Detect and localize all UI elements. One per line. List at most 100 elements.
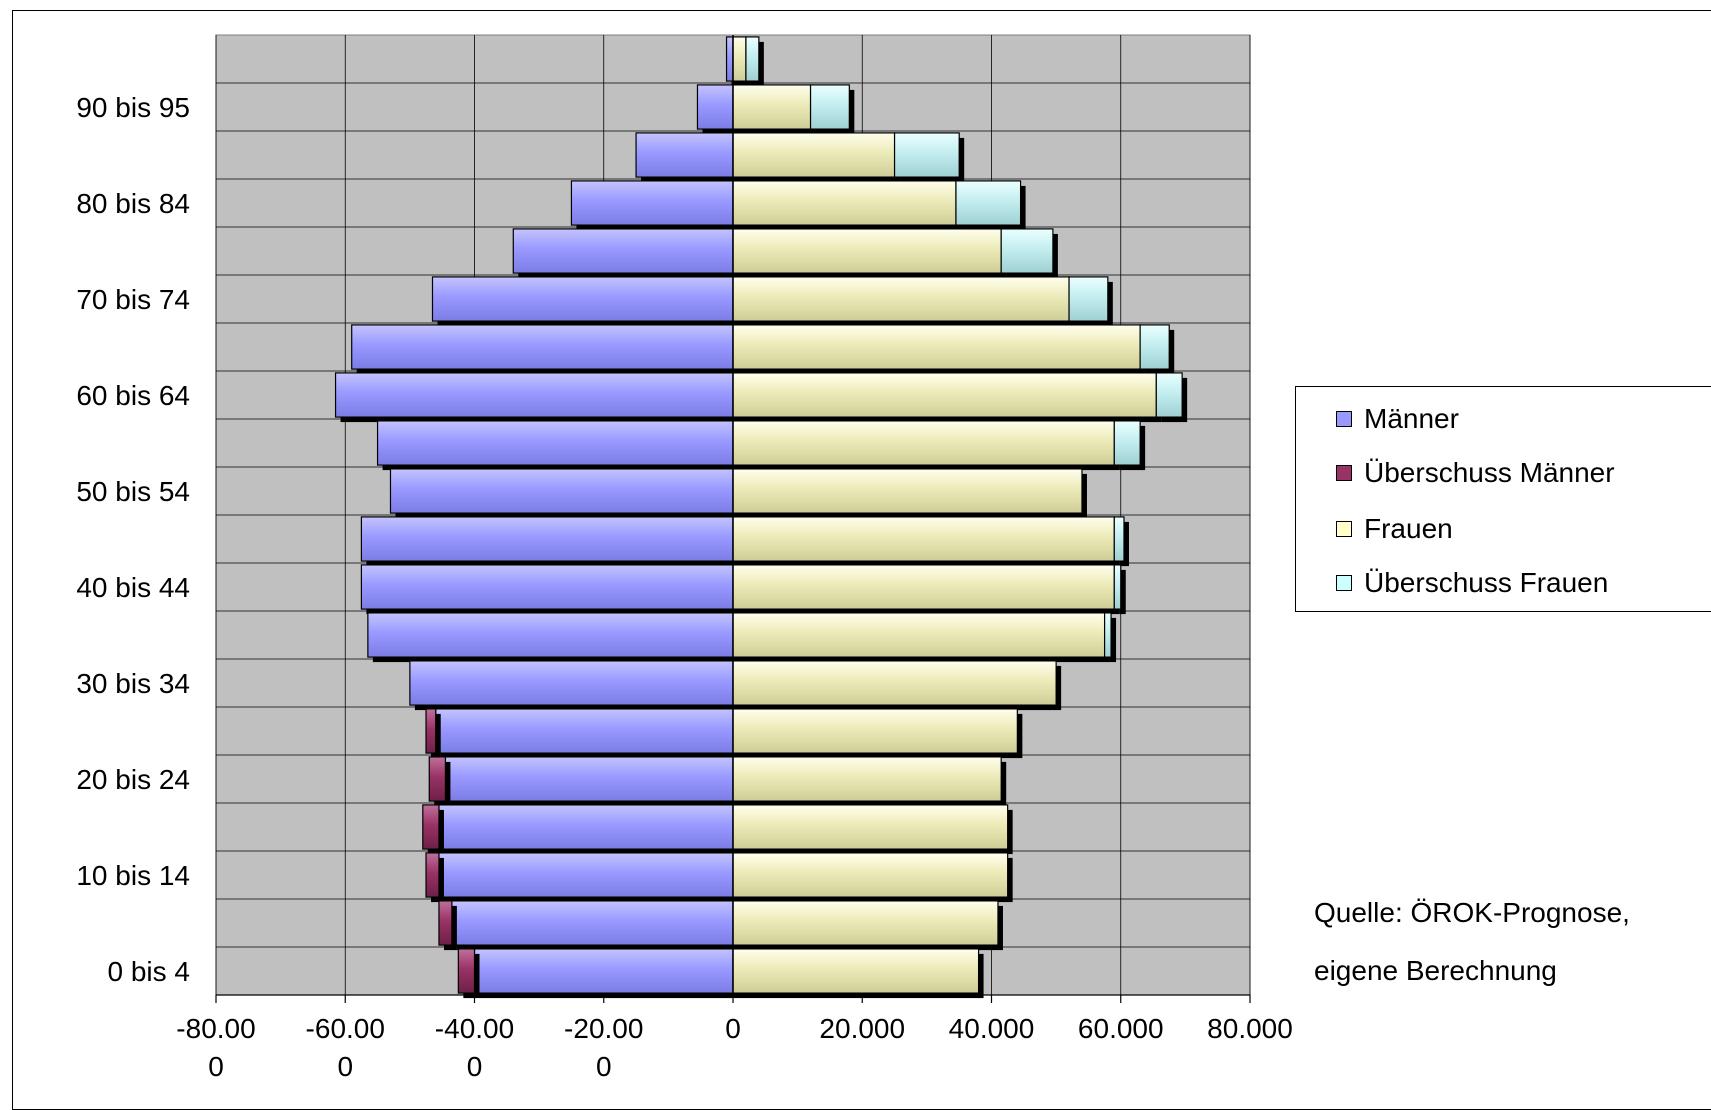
bar-maenner-25-bis-29	[435, 708, 734, 754]
bar-frauen-20-bis-24	[732, 756, 1002, 802]
y-tick-label: 50 bis 54	[76, 476, 190, 507]
bar-frauen-35-bis-39	[732, 612, 1106, 658]
x-tick-label: 0	[208, 1051, 224, 1082]
plot-area: -80.00 0 -60.00 0 -40.00 0 -20.00 0 0 20.000 40.00…	[76, 34, 1293, 1082]
bar-ueberschuss-frauen-70-bis-74	[1068, 276, 1109, 322]
bar-frauen-10-bis-14	[732, 852, 1009, 898]
bar-shadow	[1109, 617, 1117, 663]
bar-ueberschuss-frauen-65-bis-69	[1139, 324, 1170, 370]
bar-ueberschuss-maenner-5-bis-9	[438, 900, 453, 946]
x-tick-label: -20.00	[564, 1013, 643, 1044]
bar-frauen-45-bis-49	[732, 516, 1115, 562]
y-tick-label: 20 bis 24	[76, 764, 190, 795]
bar-maenner-95	[725, 36, 734, 82]
bar-frauen-5-bis-9	[732, 900, 999, 946]
bar-frauen-40-bis-44	[732, 564, 1115, 610]
bar-frauen-75-bis-79	[732, 228, 1002, 274]
y-tick-label: 30 bis 34	[76, 668, 190, 699]
x-tick-label: -80.00	[176, 1013, 255, 1044]
legend-swatch-ueberschuss-frauen	[1336, 575, 1352, 591]
bar-frauen-85-bis-89	[732, 132, 896, 178]
legend-item-ueberschuss-maenner: Überschuss Männer	[1336, 453, 1615, 493]
bar-ueberschuss-frauen-80-bis-84	[955, 180, 1022, 226]
bar-frauen-0-bis-4	[732, 948, 980, 994]
bar-ueberschuss-maenner-25-bis-29	[425, 708, 437, 754]
bar-frauen-70-bis-74	[732, 276, 1070, 322]
bar-ueberschuss-frauen-60-bis-64	[1155, 372, 1183, 418]
bar-ueberschuss-frauen-40-bis-44	[1113, 564, 1122, 610]
bar-maenner-50-bis-54	[389, 468, 734, 514]
bar-maenner-85-bis-89	[635, 132, 734, 178]
bar-ueberschuss-frauen-55-bis-59	[1113, 420, 1141, 466]
y-tick-label: 80 bis 84	[76, 188, 190, 219]
bar-ueberschuss-maenner-15-bis-19	[422, 804, 440, 850]
legend-item-maenner: Männer	[1336, 399, 1459, 439]
legend-label-maenner: Männer	[1364, 403, 1459, 434]
bar-ueberschuss-maenner-20-bis-24	[428, 756, 447, 802]
chart-legend: Männer Überschuss Männer Frauen Überschu…	[1295, 386, 1711, 612]
legend-item-frauen: Frauen	[1336, 509, 1453, 549]
legend-label-frauen: Frauen	[1364, 513, 1453, 544]
bar-ueberschuss-maenner-0-bis-4	[457, 948, 476, 994]
x-tick-label: 20.000	[819, 1013, 905, 1044]
bar-maenner-0-bis-4	[473, 948, 734, 994]
bar-maenner-80-bis-84	[570, 180, 734, 226]
bar-maenner-15-bis-19	[438, 804, 734, 850]
y-tick-label: 90 bis 95	[76, 92, 190, 123]
bar-frauen-30-bis-34	[732, 660, 1057, 706]
bar-frauen-80-bis-84	[732, 180, 957, 226]
legend-swatch-frauen	[1336, 521, 1352, 537]
bar-maenner-75-bis-79	[512, 228, 734, 274]
source-note-line-2: eigene Berechnung	[1314, 955, 1557, 986]
bar-maenner-30-bis-34	[409, 660, 734, 706]
bar-ueberschuss-frauen-85-bis-89	[893, 132, 960, 178]
bar-maenner-70-bis-74	[431, 276, 734, 322]
source-note-line-1: Quelle: ÖROK-Prognose,	[1314, 897, 1630, 928]
bar-maenner-90-bis-95	[696, 84, 734, 130]
x-tick-label: 0	[725, 1013, 741, 1044]
bar-maenner-45-bis-49	[360, 516, 734, 562]
x-tick-label: -40.00	[435, 1013, 514, 1044]
bar-frauen-95	[732, 36, 747, 82]
legend-item-ueberschuss-frauen: Überschuss Frauen	[1336, 563, 1608, 603]
bar-ueberschuss-frauen-75-bis-79	[1000, 228, 1054, 274]
bar-frauen-65-bis-69	[732, 324, 1141, 370]
source-note: Quelle: ÖROK-Prognose, eigene Berechnung	[1314, 884, 1630, 1000]
bar-maenner-10-bis-14	[438, 852, 734, 898]
bar-maenner-35-bis-39	[367, 612, 734, 658]
x-tick-label: 80.000	[1207, 1013, 1293, 1044]
bar-maenner-60-bis-64	[334, 372, 734, 418]
bar-maenner-65-bis-69	[351, 324, 734, 370]
bar-ueberschuss-frauen-90-bis-95	[809, 84, 850, 130]
y-tick-label: 0 bis 4	[108, 956, 191, 987]
bar-ueberschuss-frauen-35-bis-39	[1103, 612, 1112, 658]
legend-swatch-maenner	[1336, 411, 1352, 427]
bar-frauen-90-bis-95	[732, 84, 812, 130]
bar-ueberschuss-frauen-95	[745, 36, 760, 82]
population-pyramid-chart: -80.00 0 -60.00 0 -40.00 0 -20.00 0 0 20.000 40.00…	[76, 34, 1293, 1082]
bar-maenner-5-bis-9	[451, 900, 734, 946]
y-tick-label: 10 bis 14	[76, 860, 190, 891]
bar-frauen-60-bis-64	[732, 372, 1157, 418]
bar-maenner-20-bis-24	[444, 756, 734, 802]
y-tick-label: 70 bis 74	[76, 284, 190, 315]
bar-frauen-15-bis-19	[732, 804, 1009, 850]
bar-frauen-50-bis-54	[732, 468, 1083, 514]
x-tick-label: 0	[337, 1051, 353, 1082]
bar-frauen-55-bis-59	[732, 420, 1115, 466]
bar-ueberschuss-maenner-10-bis-14	[425, 852, 440, 898]
legend-label-ueberschuss-frauen: Überschuss Frauen	[1364, 567, 1609, 598]
legend-label-ueberschuss-maenner: Überschuss Männer	[1364, 457, 1615, 488]
bar-ueberschuss-frauen-45-bis-49	[1113, 516, 1125, 562]
bar-maenner-40-bis-44	[360, 564, 734, 610]
y-tick-label: 40 bis 44	[76, 572, 190, 603]
bar-shadow	[1119, 569, 1126, 615]
bar-maenner-55-bis-59	[376, 420, 734, 466]
x-tick-label: 40.000	[949, 1013, 1035, 1044]
x-tick-label: -60.00	[306, 1013, 385, 1044]
x-tick-label: 0	[467, 1051, 483, 1082]
bar-frauen-25-bis-29	[732, 708, 1018, 754]
y-tick-label: 60 bis 64	[76, 380, 190, 411]
x-tick-label: 0	[596, 1051, 612, 1082]
x-tick-label: 60.000	[1078, 1013, 1164, 1044]
